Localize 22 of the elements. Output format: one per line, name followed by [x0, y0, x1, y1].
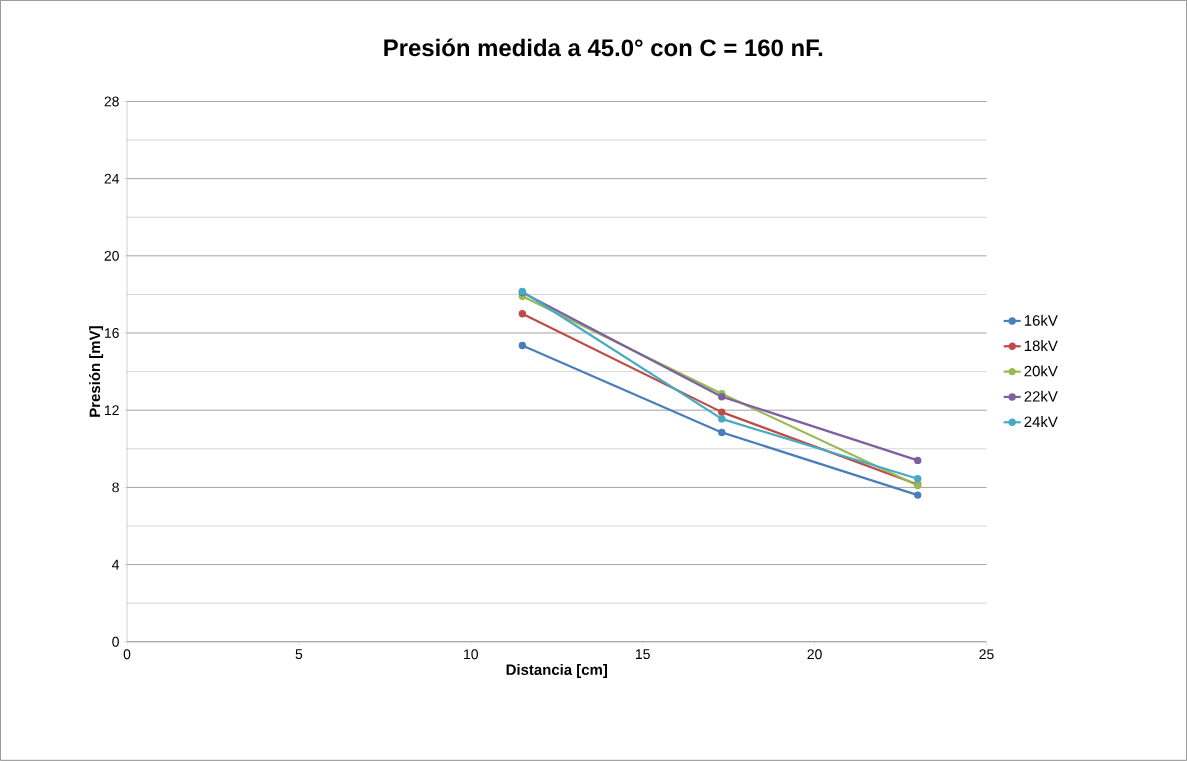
- x-tick-label: 5: [295, 649, 303, 660]
- x-tick-label: 25: [979, 649, 994, 660]
- legend-label: 24kV: [1024, 416, 1058, 428]
- legend-label: 18kV: [1024, 340, 1058, 352]
- y-tick-label: 16: [105, 328, 119, 339]
- y-axis-title: Presión [mV]: [89, 326, 104, 417]
- legend-label: 22kV: [1024, 390, 1058, 402]
- x-tick-label: 0: [123, 649, 131, 660]
- y-tick-label: 4: [112, 559, 120, 570]
- x-tick-label: 10: [464, 649, 479, 660]
- legend-label: 16kV: [1024, 314, 1058, 326]
- x-axis-title: Distancia [cm]: [506, 664, 607, 679]
- chart-title: Presión medida a 45.0° con C = 160 nF.: [384, 38, 823, 57]
- x-tick-label: 20: [807, 649, 822, 660]
- y-tick-label: 24: [104, 173, 120, 184]
- y-tick-label: 28: [104, 96, 119, 107]
- y-tick-label: 20: [104, 251, 119, 261]
- y-tick-label: 12: [105, 405, 119, 416]
- legend-label: 20kV: [1024, 365, 1058, 377]
- y-tick-label: 0: [112, 636, 119, 647]
- y-tick-label: 8: [112, 482, 119, 493]
- x-tick-label: 15: [635, 649, 650, 660]
